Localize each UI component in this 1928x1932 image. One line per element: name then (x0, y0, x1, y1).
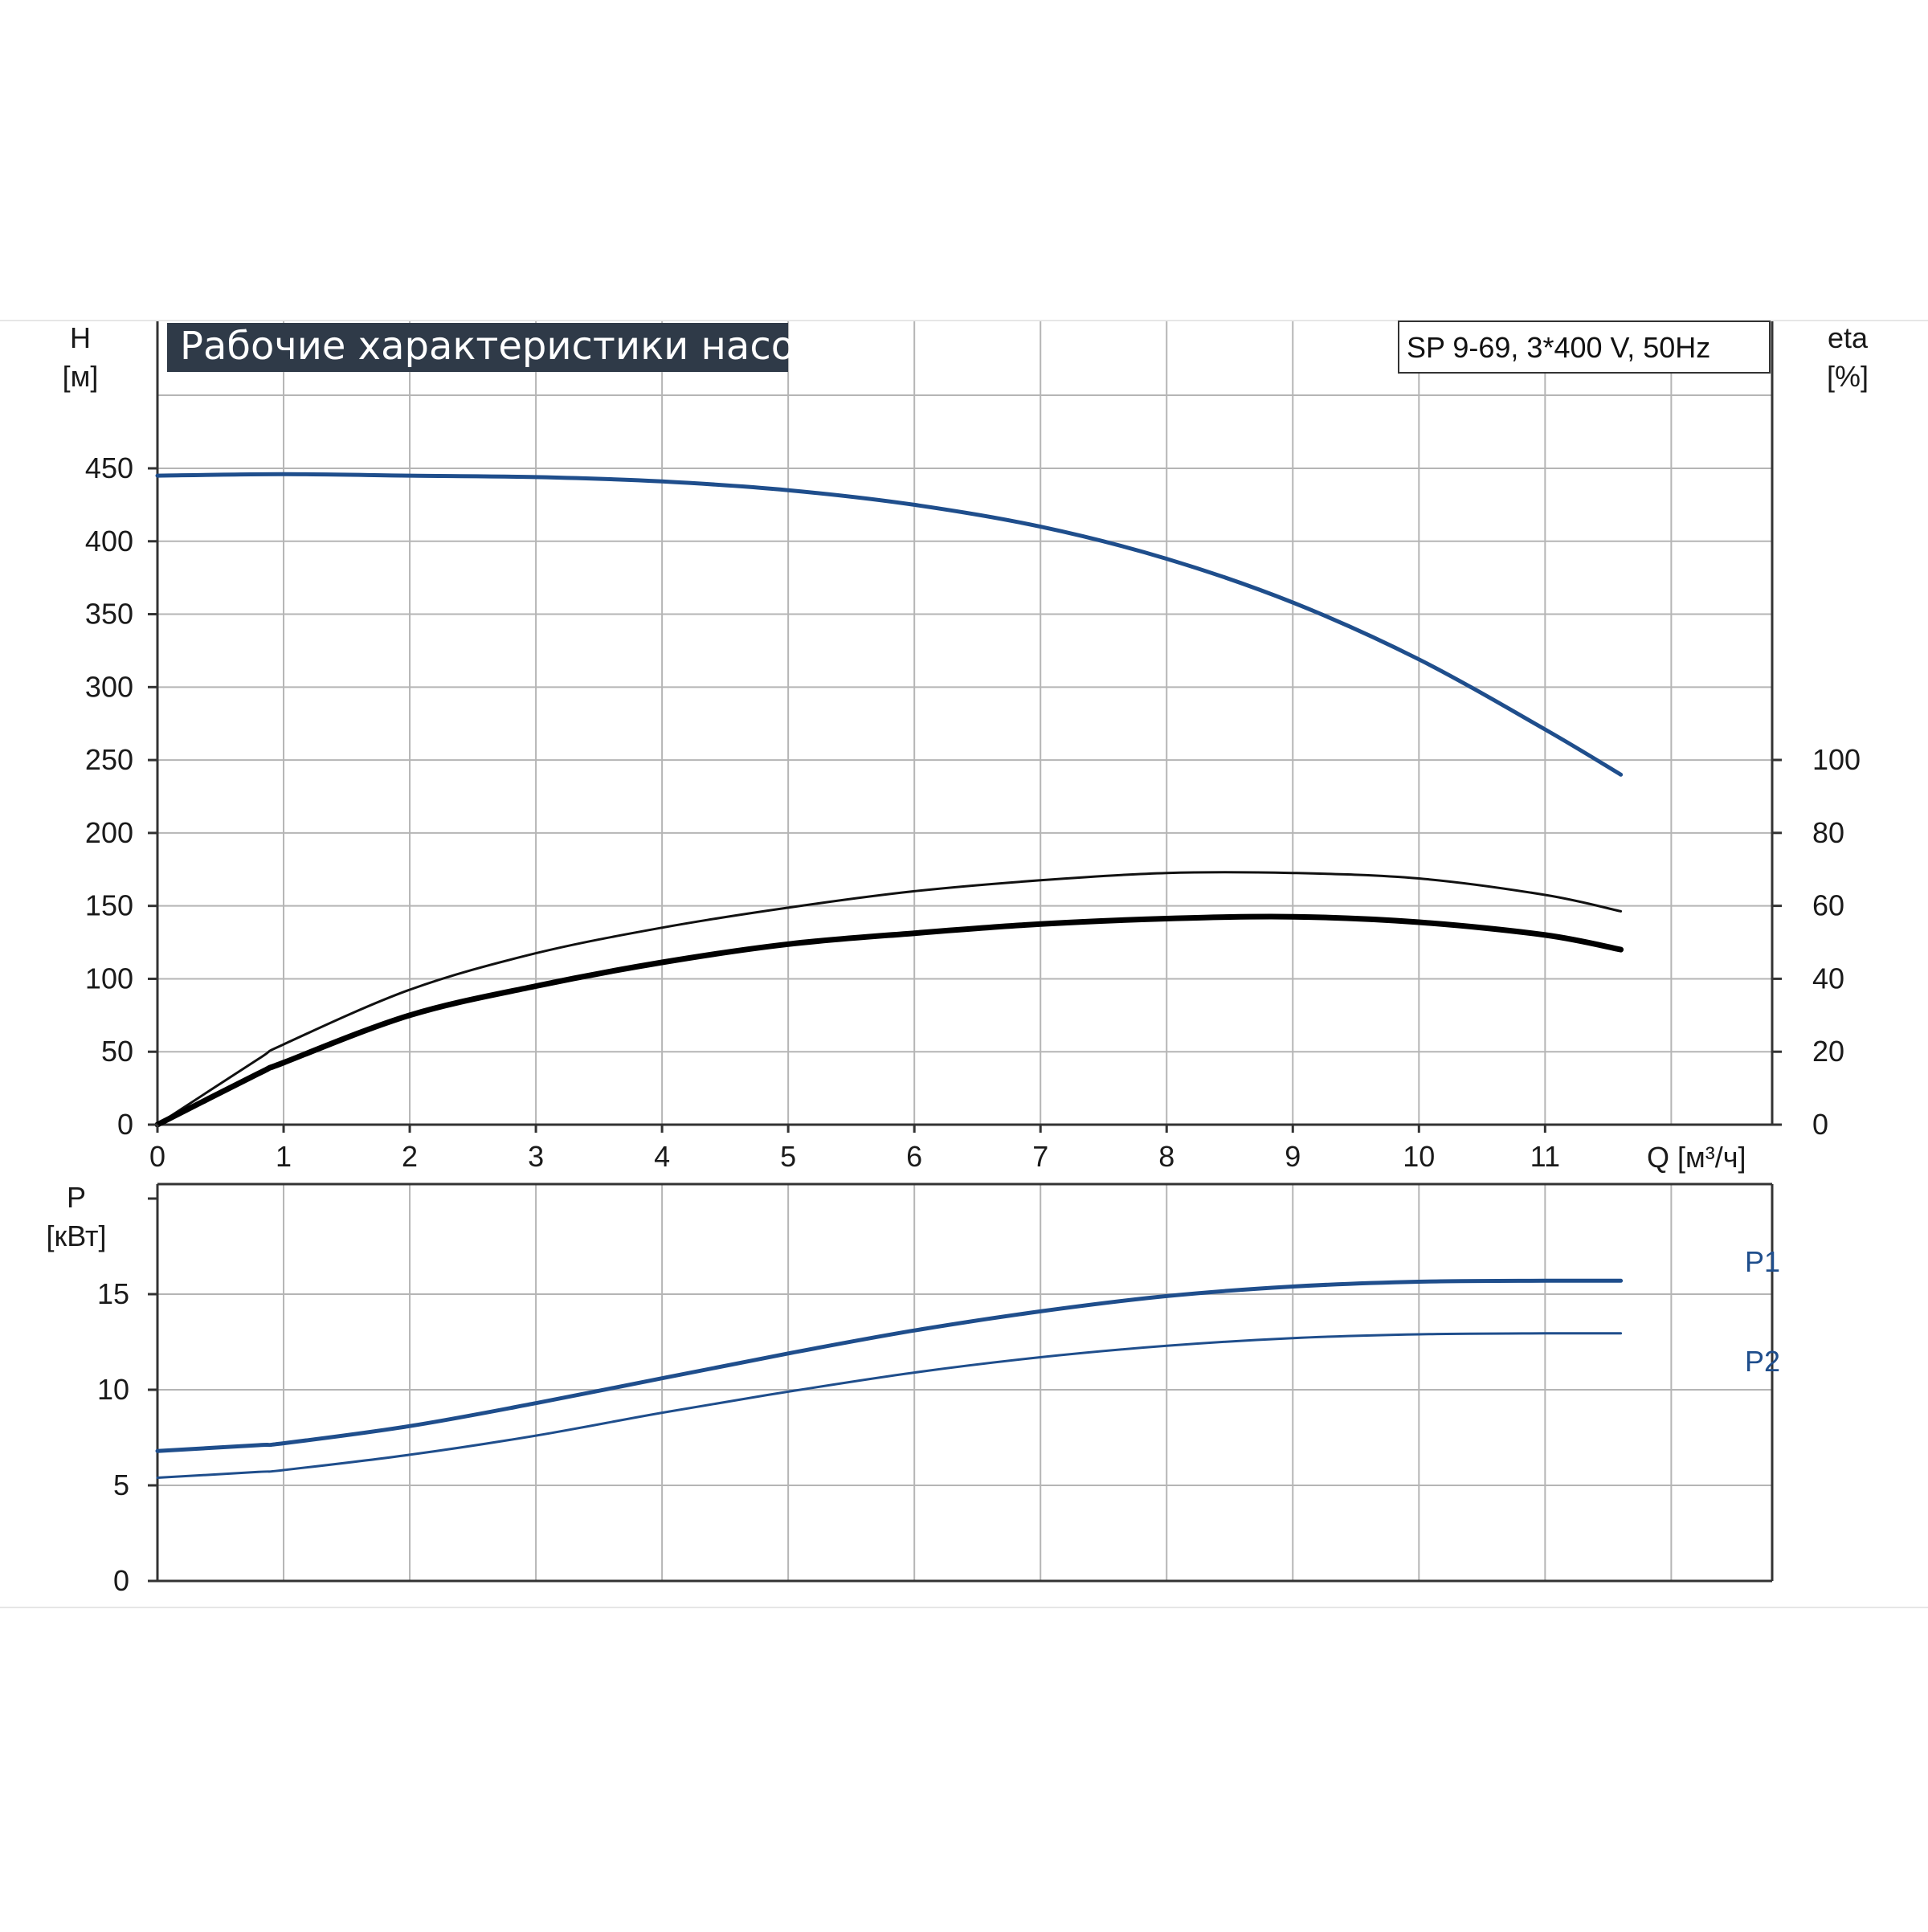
h-tick-label-150: 150 (85, 889, 133, 922)
efficiency-curve-thin (156, 871, 1623, 1126)
upper-grid (156, 321, 1774, 1126)
h-tick-label-250: 250 (85, 743, 133, 776)
lower-tick-labels: 0 5 10 15 (97, 1197, 157, 1597)
y-right-label-line2: [%] (1827, 360, 1869, 393)
eta-tick-label-100: 100 (1812, 743, 1861, 776)
series-label-p1: P1 (1745, 1245, 1780, 1278)
y-left-label-line2: [м] (63, 360, 99, 393)
q-tick-label-3: 3 (528, 1140, 544, 1173)
series-label-p2: P2 (1745, 1345, 1780, 1378)
q-tick-label-0: 0 (149, 1140, 165, 1173)
efficiency-curve-thick (154, 913, 1624, 1128)
q-tick-label-1: 1 (276, 1140, 292, 1173)
q-tick-label-6: 6 (906, 1140, 922, 1173)
p-tick-label-10: 10 (97, 1373, 129, 1406)
lower-series-group (155, 1278, 1624, 1479)
chart-title: Рабочие характеристики насоса (180, 324, 839, 369)
h-tick-label-50: 50 (101, 1035, 133, 1068)
eta-tick-label-0: 0 (1812, 1108, 1828, 1141)
p-tick-label-5: 5 (113, 1468, 129, 1501)
eta-tick-label-40: 40 (1812, 962, 1844, 995)
p-axis-label-line2: [кВт] (46, 1219, 106, 1252)
power-curve-p2 (156, 1332, 1623, 1479)
p-tick-label-15: 15 (97, 1277, 129, 1310)
h-tick-label-300: 300 (85, 670, 133, 703)
title-box (167, 323, 788, 372)
model-box (1398, 321, 1771, 374)
q-tick-label-11: 11 (1530, 1140, 1560, 1173)
eta-tick-label-80: 80 (1812, 816, 1844, 849)
h-tick-label-0: 0 (117, 1108, 133, 1141)
h-tick-label-100: 100 (85, 962, 133, 995)
q-tick-label-9: 9 (1285, 1140, 1301, 1173)
model-subtitle: SP 9-69, 3*400 V, 50Hz (1407, 331, 1710, 364)
q-tick-label-4: 4 (654, 1140, 670, 1173)
lower-grid (156, 1182, 1774, 1583)
h-tick-label-200: 200 (85, 816, 133, 849)
h-tick-label-450: 450 (85, 451, 133, 484)
y-right-label-line1: eta (1828, 321, 1869, 354)
upper-tick-labels: 0 50 100 150 200 250 300 350 400 450 0 20 40 60 80 100 0… (85, 451, 1861, 1173)
q-tick-label-5: 5 (780, 1140, 796, 1173)
h-tick-label-400: 400 (85, 525, 133, 558)
q-tick-label-8: 8 (1158, 1140, 1174, 1173)
q-tick-label-7: 7 (1032, 1140, 1048, 1173)
y-left-label-line1: H (70, 321, 91, 354)
q-tick-label-10: 10 (1403, 1140, 1435, 1173)
p-tick-label-0: 0 (113, 1564, 129, 1597)
upper-series-group (154, 472, 1624, 1128)
eta-tick-label-60: 60 (1812, 889, 1844, 922)
p-axis-label-line1: P (67, 1181, 86, 1214)
head-curve (155, 472, 1624, 777)
eta-tick-label-20: 20 (1812, 1035, 1844, 1068)
h-tick-label-350: 350 (85, 598, 133, 631)
power-curve-p1 (155, 1278, 1624, 1453)
q-tick-label-2: 2 (402, 1140, 418, 1173)
x-axis-label: Q [м³/ч] (1647, 1141, 1746, 1174)
